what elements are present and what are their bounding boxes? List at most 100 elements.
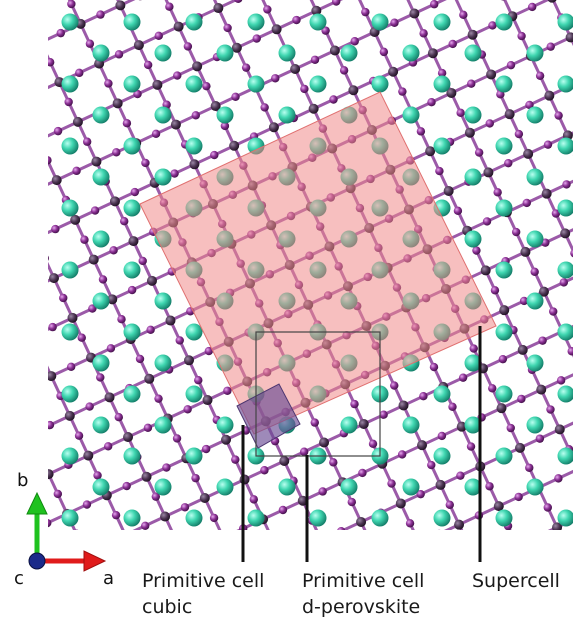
metal-atom	[538, 286, 549, 297]
metal-atom	[483, 167, 494, 178]
halide-atom	[130, 187, 140, 197]
metal-atom	[109, 196, 120, 207]
halide-atom	[525, 100, 534, 110]
metal-atom	[202, 395, 213, 406]
halide-atom	[416, 127, 426, 136]
halide-atom	[48, 322, 57, 332]
cation-atom	[61, 261, 79, 279]
halide-atom	[361, 7, 370, 17]
halide-atom	[141, 521, 150, 530]
halide-atom	[223, 23, 232, 33]
halide-atom	[445, 500, 454, 509]
cation-atom	[495, 137, 513, 155]
metal-atom	[329, 45, 340, 56]
halide-atom	[120, 217, 129, 226]
halide-atom	[570, 249, 573, 258]
metal-atom	[517, 344, 528, 355]
metal-atom	[268, 122, 279, 133]
metal-atom	[179, 551, 189, 561]
metal-atom	[107, 294, 118, 305]
metal-halide-bond	[282, 550, 302, 559]
metal-atom	[560, 228, 571, 239]
halide-atom	[170, 169, 179, 178]
cation-atom	[0, 510, 17, 527]
cation-atom	[526, 230, 544, 248]
metal-atom	[218, 533, 228, 543]
halide-atom	[154, 394, 163, 403]
halide-atom	[138, 256, 147, 266]
halide-atom	[209, 513, 219, 523]
metal-atom	[210, 101, 221, 112]
metal-halide-bond	[105, 535, 125, 544]
halide-atom	[191, 111, 200, 120]
metal-atom	[565, 32, 573, 43]
metal-atom	[199, 493, 210, 504]
metal-halide-bond	[22, 3, 31, 23]
metal-atom	[536, 384, 547, 395]
halide-atom	[543, 503, 552, 512]
halide-atom	[199, 543, 207, 551]
halide-atom	[117, 314, 126, 324]
halide-atom	[559, 278, 569, 287]
halide-atom	[297, 546, 305, 554]
metal-atom	[115, 0, 126, 11]
halide-atom	[467, 79, 476, 88]
metal-atom	[128, 236, 139, 247]
cation-atom	[0, 76, 17, 93]
metal-halide-bond	[10, 434, 30, 443]
halide-atom	[82, 137, 92, 146]
metal-atom	[409, 8, 420, 19]
cation-atom	[433, 75, 451, 93]
halide-atom	[424, 559, 432, 567]
halide-atom	[485, 482, 494, 491]
halide-atom	[379, 410, 388, 419]
halide-atom	[472, 246, 481, 255]
cation-atom	[31, 355, 48, 372]
metal-atom	[541, 188, 552, 199]
metal-atom	[554, 424, 565, 435]
halide-atom	[223, 386, 232, 395]
halide-atom	[427, 460, 436, 470]
cation-atom	[123, 261, 141, 279]
metal-atom	[25, 429, 35, 439]
metal-halide-bond	[517, 537, 537, 546]
halide-atom	[437, 68, 447, 78]
metal-atom	[170, 119, 181, 130]
cation-atom	[402, 44, 420, 62]
metal-atom	[28, 331, 38, 341]
metal-atom	[395, 498, 406, 509]
halide-atom	[122, 481, 131, 491]
cation-atom	[185, 385, 203, 403]
halide-atom	[514, 492, 523, 502]
cation-atom	[526, 478, 544, 496]
metal-atom	[104, 392, 115, 403]
metal-halide-bond	[184, 547, 204, 556]
cation-atom	[464, 230, 482, 248]
metal-atom	[48, 469, 54, 480]
metal-halide-bond	[24, 316, 33, 336]
halide-atom	[82, 500, 92, 509]
metal-halide-bond	[33, 336, 42, 356]
metal-atom	[454, 519, 465, 530]
halide-atom	[287, 575, 295, 583]
metal-atom	[271, 24, 282, 35]
metal-halide-bond	[321, 540, 330, 560]
metal-atom	[72, 116, 83, 127]
cation-atom	[185, 13, 203, 31]
cation-atom	[0, 200, 17, 217]
cation-atom	[557, 385, 573, 403]
metal-atom	[83, 450, 94, 461]
metal-atom	[279, 455, 290, 466]
cation-atom	[154, 354, 172, 372]
halide-atom	[53, 489, 63, 499]
metal-atom	[547, 0, 557, 3]
cation-atom	[185, 509, 203, 527]
cation-atom	[93, 541, 110, 558]
halide-atom	[143, 60, 153, 70]
cation-atom	[526, 416, 544, 434]
cation-atom	[495, 447, 513, 465]
metal-atom	[17, 0, 27, 8]
halide-atom	[154, 31, 163, 41]
cation-atom	[61, 323, 79, 341]
halide-atom	[506, 423, 515, 433]
